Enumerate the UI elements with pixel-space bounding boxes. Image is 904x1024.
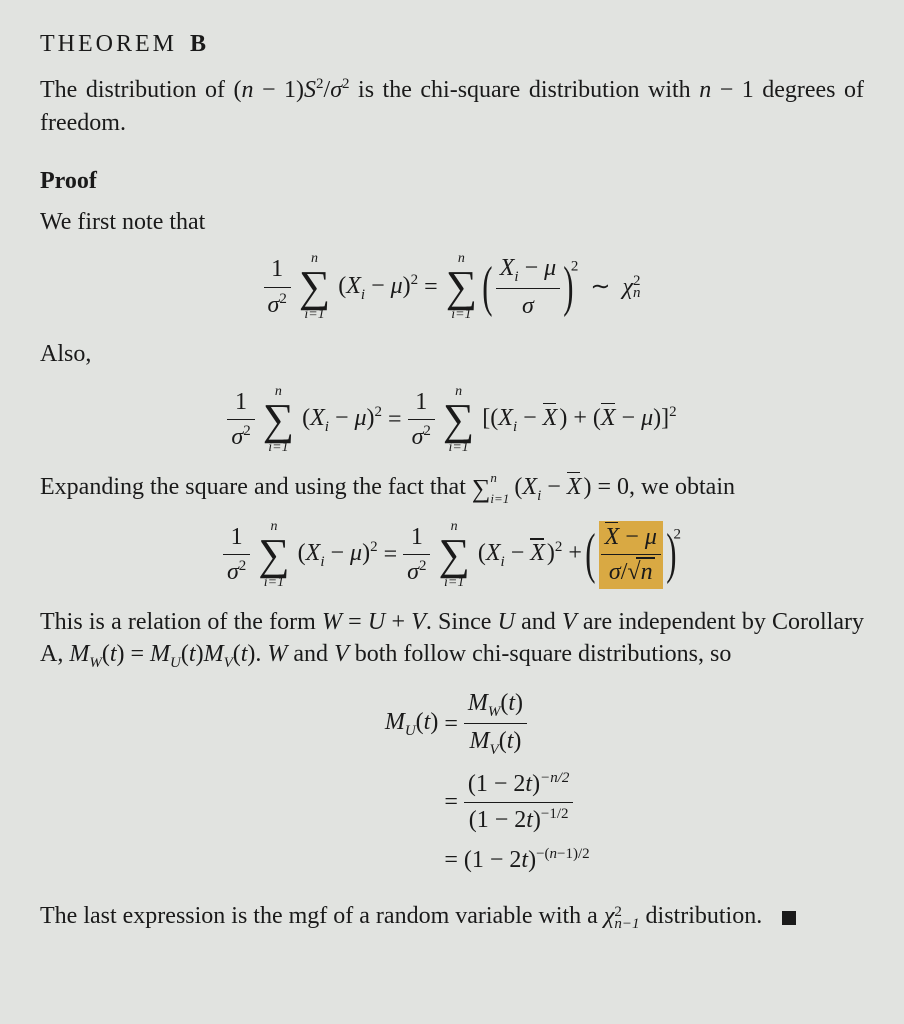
theorem-word: THEOREM xyxy=(40,31,177,57)
eq4-aligned: MU(t) = MW(t) MV(t) = (1 − 2t)−n/2 (1 − … xyxy=(314,679,589,884)
proof-header: Proof xyxy=(40,165,864,197)
lparen-icon: ( xyxy=(482,265,492,310)
equation-1: 1 σ2 n ∑ i=1 (Xi − μ)2 = n ∑ i=1 ( Xi − … xyxy=(40,252,864,322)
proof-para-2: Also, xyxy=(40,338,864,370)
equation-3: 1 σ2 n ∑ i=1 (Xi − μ)2 = 1 σ2 n ∑ i=1 (X… xyxy=(40,520,864,590)
eq2-sum-2: n ∑ i=1 xyxy=(443,385,474,455)
lparen-icon: ( xyxy=(585,532,595,577)
qed-icon xyxy=(782,911,796,925)
theorem-header: THEOREM B xyxy=(40,28,864,60)
eq1-tilde: ∼ xyxy=(584,274,616,300)
proof-para-3: Expanding the square and using the fact … xyxy=(40,471,864,506)
eq1-equals: = xyxy=(424,274,444,300)
stmt-post: is the chi-square distribution with xyxy=(350,77,700,103)
eq1-sumbody-1: (Xi − μ)2 xyxy=(338,273,418,299)
rparen-icon: ) xyxy=(666,532,676,577)
eq1-sum-2: n ∑ i=1 xyxy=(446,252,477,322)
equation-2: 1 σ2 n ∑ i=1 (Xi − μ)2 = 1 σ2 n ∑ i=1 [(… xyxy=(40,385,864,455)
eq1-chi: χ xyxy=(622,274,633,300)
stmt-expr: n xyxy=(241,77,253,103)
eq1-lhs-frac: 1 σ2 xyxy=(264,253,291,321)
eq2-rhs-frac: 1 σ2 xyxy=(408,386,435,454)
eq2-lhs-frac: 1 σ2 xyxy=(227,386,254,454)
proof-para-1: We first note that xyxy=(40,206,864,238)
inline-sum: ∑ni=1 xyxy=(472,471,491,506)
stmt-df: n xyxy=(699,77,711,103)
proof-para-5: The last expression is the mgf of a rand… xyxy=(40,900,864,932)
eq3-highlighted-frac: X − μ σ/√n xyxy=(599,521,663,589)
theorem-statement: The distribution of (n − 1)S2/σ2 is the … xyxy=(40,74,864,139)
eq2-rhs-body: [(Xi − X ) + (X − μ)]2 xyxy=(482,405,676,431)
eq2-sum-1: n ∑ i=1 xyxy=(263,385,294,455)
theorem-letter: B xyxy=(190,31,206,57)
stmt-pre: The distribution of ( xyxy=(40,77,241,103)
eq1-rhs-frac: Xi − μ σ xyxy=(496,252,560,322)
proof-para-4: This is a relation of the form W = U + V… xyxy=(40,606,864,673)
equation-4: MU(t) = MW(t) MV(t) = (1 − 2t)−n/2 (1 − … xyxy=(40,679,864,884)
eq1-sum-1: n ∑ i=1 xyxy=(299,252,330,322)
rparen-icon: ) xyxy=(563,265,573,310)
